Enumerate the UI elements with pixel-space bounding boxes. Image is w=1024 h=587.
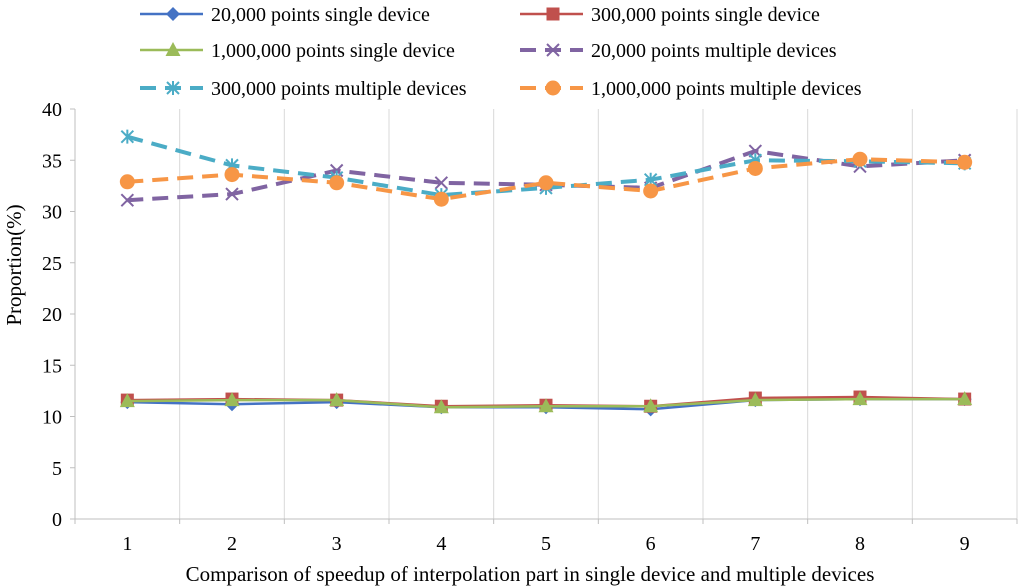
legend-marker <box>166 81 180 95</box>
series-6 <box>119 151 973 207</box>
data-point <box>747 160 763 176</box>
y-tick-label: 25 <box>42 253 62 275</box>
legend-marker <box>545 80 561 96</box>
data-point <box>225 187 239 201</box>
series-line <box>127 157 965 202</box>
x-tick-label: 3 <box>332 533 342 555</box>
x-tick-label: 2 <box>227 533 237 555</box>
legend-label: 1,000,000 points multiple devices <box>591 78 862 100</box>
series-group <box>119 129 973 417</box>
x-tick-label: 6 <box>646 533 656 555</box>
data-point <box>329 392 345 407</box>
axes: 0 5 10 15 20 25 30 35 40 1 2 3 4 5 6 7 8 9 <box>42 99 1018 555</box>
data-point <box>120 129 135 144</box>
data-point <box>434 176 449 190</box>
data-point <box>329 175 345 191</box>
data-point <box>433 191 449 207</box>
legend-item: 1,000,000 points multiple devices <box>520 78 862 100</box>
data-point <box>643 398 659 413</box>
x-tick-label: 5 <box>541 533 551 555</box>
legend-marker <box>165 42 181 56</box>
legend-label: 20,000 points single device <box>211 4 430 26</box>
y-axis-title: Proportion(%) <box>2 204 26 325</box>
y-tick-label: 40 <box>42 99 62 121</box>
x-tick-label: 7 <box>750 533 760 555</box>
legend: 20,000 points single device 300,000 point… <box>140 4 862 100</box>
x-tick-label: 4 <box>436 533 446 555</box>
data-point <box>224 392 240 407</box>
data-point <box>957 154 973 170</box>
legend-label: 1,000,000 points single device <box>211 40 455 62</box>
x-tick-label: 9 <box>960 533 970 555</box>
data-point <box>957 391 973 406</box>
y-tick-label: 0 <box>52 509 62 531</box>
data-point <box>224 167 240 183</box>
data-point <box>119 174 135 190</box>
grid-lines <box>179 109 1018 519</box>
legend-item: 300,000 points multiple devices <box>140 78 467 100</box>
legend-marker <box>546 7 560 21</box>
x-axis-title: Comparison of speedup of interpolation p… <box>186 562 875 586</box>
data-point <box>433 399 449 414</box>
data-point <box>747 392 763 407</box>
data-point <box>538 175 554 191</box>
y-tick-label: 10 <box>42 407 62 429</box>
legend-item: 20,000 points single device <box>140 4 430 26</box>
legend-label: 20,000 points multiple devices <box>591 40 837 62</box>
legend-label: 300,000 points single device <box>591 4 820 26</box>
data-point <box>852 391 868 406</box>
x-tick-label: 1 <box>122 533 132 555</box>
data-point <box>119 393 135 408</box>
legend-marker <box>546 43 560 57</box>
data-point <box>120 193 135 207</box>
y-tick-label: 15 <box>42 355 62 377</box>
y-tick-label: 35 <box>42 150 62 172</box>
series-3 <box>119 391 973 414</box>
data-point <box>852 151 868 167</box>
x-tick-label: 8 <box>855 533 865 555</box>
legend-marker <box>166 7 180 21</box>
legend-item: 20,000 points multiple devices <box>520 40 837 62</box>
legend-item: 300,000 points single device <box>520 4 820 26</box>
data-point <box>643 183 659 199</box>
legend-item: 1,000,000 points single device <box>140 40 455 62</box>
y-tick-label: 20 <box>42 304 62 326</box>
data-point <box>538 398 554 413</box>
y-tick-label: 30 <box>42 202 62 224</box>
y-tick-label: 5 <box>52 458 62 480</box>
legend-label: 300,000 points multiple devices <box>211 78 467 100</box>
